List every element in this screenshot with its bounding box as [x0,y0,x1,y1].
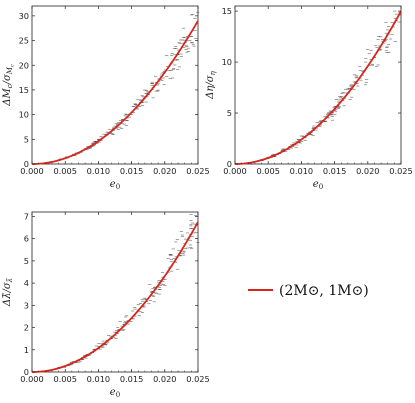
x-tick-label: 0.015 [120,374,143,384]
plot-frame [234,5,402,165]
y-tick-label: 15 [19,85,29,95]
y-tick-label: 25 [19,36,29,46]
x-tick-label: 0.005 [53,166,76,176]
y-tick-label: 4 [24,278,29,288]
panel-top-right: 0.000 0.005 0.010 0.015 0.020 0.025 0 5 10 15 e0 Δη… [205,5,413,191]
x-tick-label: 0.010 [87,374,110,384]
y-axis-label: Δη/ση [205,70,217,99]
legend: (2M⊙, 1M⊙) [248,283,369,299]
plot-frame [31,211,199,373]
plot-frame [31,5,199,165]
y-tick-label: 2 [24,323,29,333]
y-tick-label: 20 [19,60,29,70]
y-tick-label: 10 [19,110,29,120]
x-tick-label: 0.000 [20,166,43,176]
panel-top-left: 0.000 0.005 0.010 0.015 0.020 0.025 0 5 10 15 20 25… [2,5,210,191]
y-tick-label: 10 [222,57,232,67]
x-tick-label: 0.005 [53,374,76,384]
x-axis-label: e0 [110,179,120,191]
legend-label: (2M⊙, 1M⊙) [279,283,369,299]
x-tick-label: 0.020 [153,166,176,176]
y-tick-label: 0 [227,159,232,169]
scatter-points [57,11,200,161]
x-tick-label: 0.025 [186,166,209,176]
y-tick-label: 1 [24,345,29,355]
x-tick-label: 0.000 [223,166,246,176]
x-tick-label: 0.010 [87,166,110,176]
y-tick-label: 5 [24,256,29,266]
x-tick-label: 0.025 [186,374,209,384]
scatter-points [257,10,402,162]
fit-curve [31,20,199,165]
x-tick-label: 0.020 [356,166,379,176]
panel-bottom-left: 0.000 0.005 0.010 0.015 0.020 0.025 0 1 2 3 4 5 6 7 e0… [2,211,210,399]
fit-curve [31,221,199,373]
y-tick-label: 0 [24,159,29,169]
scatter-points [54,214,200,370]
x-tick-label: 0.000 [20,374,43,384]
x-tick-label: 0.020 [153,374,176,384]
y-tick-label: 15 [222,6,232,16]
x-tick-label: 0.005 [256,166,279,176]
x-axis-label: e0 [313,179,323,191]
fit-curve [234,10,402,165]
y-tick-label: 7 [24,211,29,221]
x-tick-label: 0.025 [389,166,412,176]
y-tick-label: 3 [24,300,29,310]
y-tick-label: 30 [19,11,29,21]
y-tick-label: 6 [24,234,29,244]
y-axis-label: Δλ̃/σλ̃ [2,278,14,307]
y-tick-label: 5 [227,108,232,118]
y-axis-label: ΔMc/σMc [2,64,16,107]
x-tick-label: 0.015 [120,166,143,176]
x-tick-label: 0.010 [290,166,313,176]
x-axis-label: e0 [110,387,120,399]
y-tick-label: 5 [24,134,29,144]
y-tick-label: 0 [24,367,29,377]
x-tick-label: 0.015 [323,166,346,176]
